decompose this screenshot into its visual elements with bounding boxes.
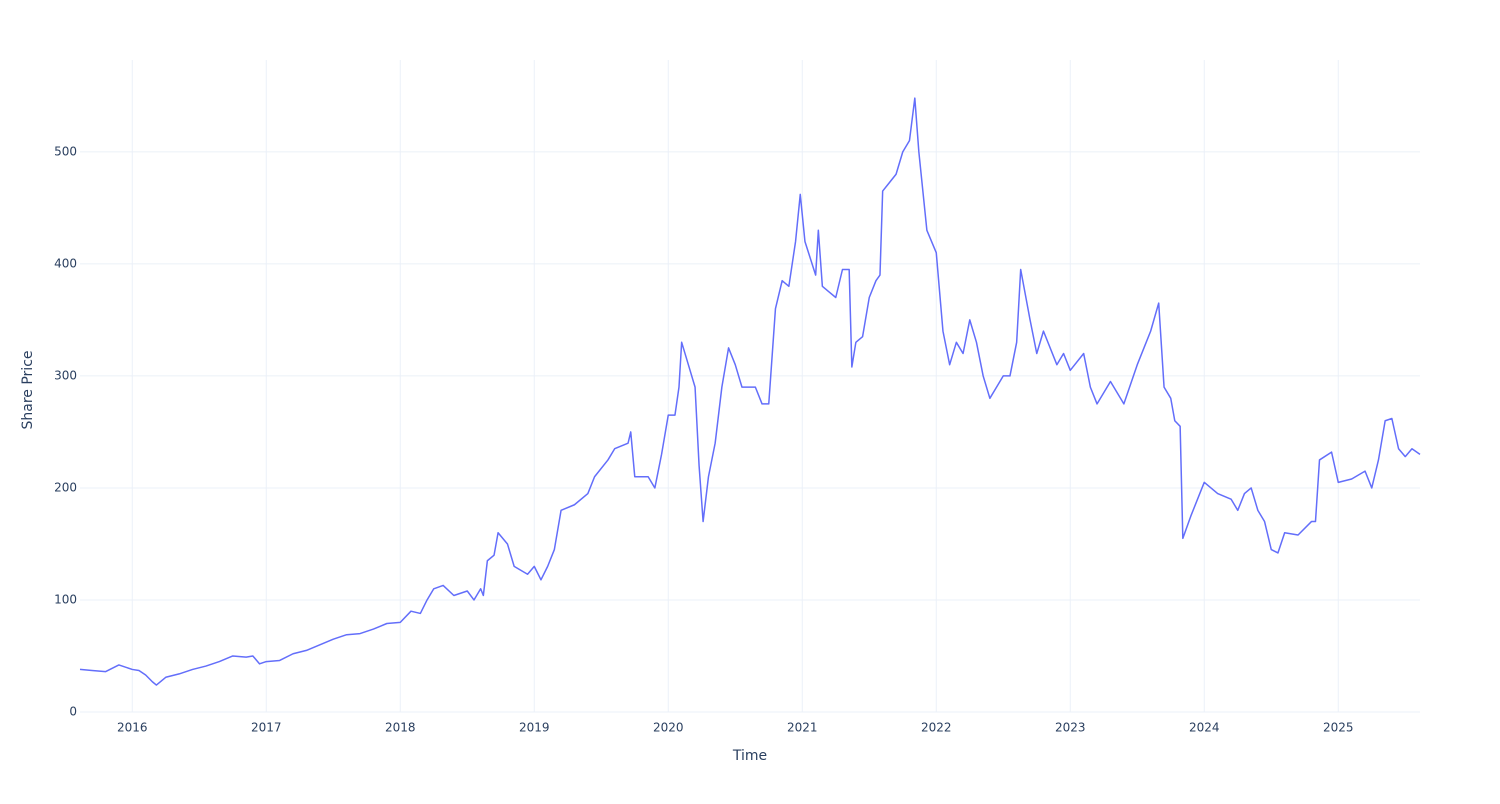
x-axis-title: Time bbox=[732, 748, 767, 764]
x-tick-label: 2016 bbox=[117, 721, 148, 735]
y-tick-label: 300 bbox=[54, 368, 77, 382]
x-tick-label: 2020 bbox=[653, 721, 684, 735]
x-tick-label: 2023 bbox=[1055, 721, 1086, 735]
x-tick-label: 2021 bbox=[787, 721, 818, 735]
y-tick-label: 100 bbox=[54, 592, 77, 606]
price-line bbox=[79, 97, 1421, 686]
x-tick-label: 2022 bbox=[921, 721, 952, 735]
y-tick-label: 500 bbox=[54, 144, 77, 158]
y-axis-title: Share Price bbox=[20, 350, 36, 429]
y-tick-label: 0 bbox=[69, 705, 77, 719]
y-tick-label: 200 bbox=[54, 480, 77, 494]
x-tick-label: 2024 bbox=[1189, 721, 1220, 735]
x-tick-label: 2017 bbox=[251, 721, 282, 735]
y-tick-label: 400 bbox=[54, 256, 77, 270]
x-tick-label: 2019 bbox=[519, 721, 550, 735]
x-tick-label: 2025 bbox=[1323, 721, 1354, 735]
x-tick-label: 2018 bbox=[385, 721, 416, 735]
